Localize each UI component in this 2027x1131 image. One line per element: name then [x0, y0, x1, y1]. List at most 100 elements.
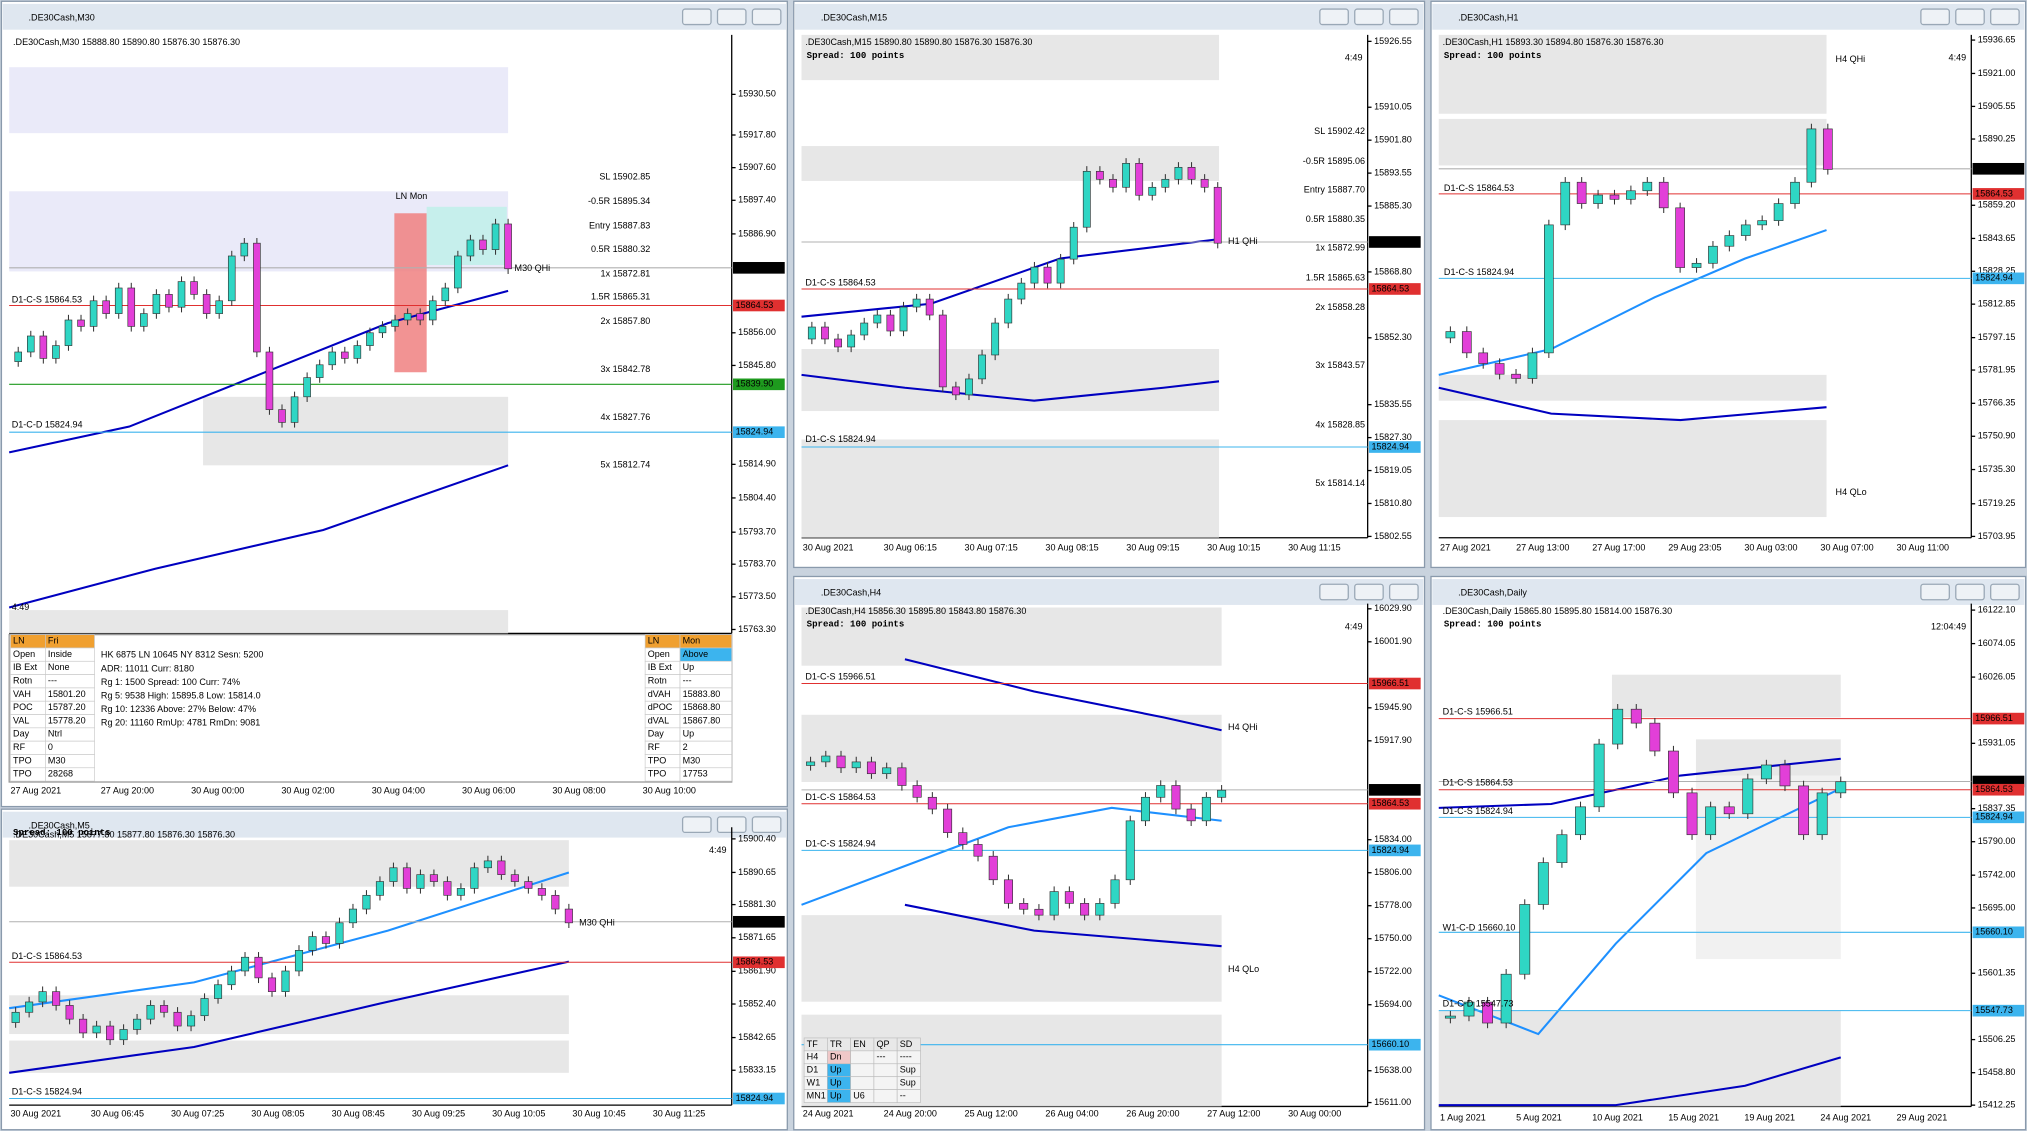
- price-box: [1972, 272, 2025, 285]
- window-button[interactable]: [1388, 8, 1419, 26]
- bar-timer: 4:49: [1949, 53, 1967, 63]
- candle: [1213, 186, 1222, 244]
- y-tick-label: 15827.30: [1374, 432, 1412, 442]
- price-box-label: 15824.94: [736, 427, 774, 437]
- candle: [1069, 226, 1078, 260]
- bar-timer: 4:49: [1345, 621, 1363, 631]
- level-annotation: LN Mon: [396, 191, 428, 201]
- candle: [1705, 806, 1717, 836]
- y-tick-label: 15859.20: [1978, 200, 2016, 210]
- y-tick-label: 15905.55: [1978, 101, 2016, 111]
- window-button[interactable]: [751, 816, 782, 834]
- bar-timer: 12:04:49: [1931, 621, 1966, 631]
- info-cell: [679, 767, 733, 782]
- x-tick-label: 19 Aug 2021: [1744, 1112, 1795, 1122]
- candle: [991, 322, 1000, 356]
- price-box: [733, 378, 785, 391]
- spread-label: Spread: 100 points: [1444, 619, 1542, 630]
- window-button[interactable]: [681, 816, 712, 834]
- candle: [321, 936, 331, 944]
- y-tick-label: 15601.35: [1978, 968, 2016, 978]
- info-text: 15883.80: [683, 689, 721, 699]
- x-tick-label: 30 Aug 06:15: [884, 542, 937, 552]
- candle: [965, 378, 973, 396]
- trend-cell: [873, 1063, 898, 1078]
- price-box: [1972, 775, 2025, 788]
- bar-timer: 4:49: [1345, 53, 1363, 63]
- info-text: Open: [13, 649, 35, 659]
- x-tick-label: 30 Aug 11:00: [1897, 542, 1950, 552]
- price-box: [733, 1092, 785, 1105]
- candle: [1110, 879, 1120, 904]
- zone: [1438, 420, 1827, 518]
- candle: [362, 894, 371, 910]
- price-box: [1972, 783, 2025, 796]
- info-text: None: [48, 662, 70, 672]
- window-button[interactable]: [1319, 583, 1349, 601]
- info-text: 17753: [683, 769, 708, 779]
- candle: [39, 335, 48, 359]
- y-tick-label: 15852.40: [738, 998, 776, 1008]
- window-button[interactable]: [1990, 8, 2020, 26]
- window-button[interactable]: [1920, 583, 1950, 601]
- window-button[interactable]: [1388, 583, 1419, 601]
- info-text: IB Ext: [648, 662, 673, 672]
- candle: [1494, 363, 1505, 375]
- y-tick-label: 15611.00: [1374, 1097, 1411, 1107]
- price-box-label: 15864.53: [1975, 188, 2013, 198]
- zone: [1438, 118, 1827, 166]
- window-button[interactable]: [1354, 583, 1384, 601]
- candle: [1017, 282, 1026, 300]
- chart-header: .DE30Cash,M15 15890.80 15890.80 15876.30…: [805, 37, 1032, 47]
- info-text: ---: [683, 675, 692, 685]
- candle: [64, 319, 73, 346]
- window-button[interactable]: [1990, 583, 2020, 601]
- window-button[interactable]: [716, 8, 747, 26]
- x-tick-label: 30 Aug 04:00: [372, 785, 425, 795]
- candle: [416, 874, 425, 889]
- x-tick-label: 27 Aug 20:00: [101, 785, 154, 795]
- level-annotation: 1x 15872.81: [601, 268, 651, 278]
- zone: [1438, 374, 1827, 401]
- candle: [943, 808, 953, 833]
- trend-value: Up: [830, 1090, 842, 1100]
- candle: [1461, 331, 1472, 354]
- info-text: Rotn: [648, 675, 667, 685]
- moving-average: [904, 658, 1222, 732]
- candle: [1790, 181, 1800, 204]
- x-tick-label: 30 Aug 02:00: [281, 785, 334, 795]
- trend-value: W1: [807, 1078, 821, 1088]
- level-annotation: 4x 15828.85: [1315, 420, 1365, 430]
- candle: [1186, 808, 1196, 822]
- window-button[interactable]: [681, 8, 712, 26]
- x-tick-label: 29 Aug 23:05: [1668, 542, 1721, 552]
- window-button[interactable]: [1955, 8, 1985, 26]
- spread-label: Spread: 100 points: [807, 619, 905, 630]
- window-button[interactable]: [1920, 8, 1950, 26]
- x-tick-label: 30 Aug 08:05: [251, 1109, 304, 1119]
- window-button[interactable]: [751, 8, 782, 26]
- y-tick-label: 15783.70: [738, 559, 776, 569]
- title-bar: [795, 3, 1424, 30]
- x-tick-label: 30 Aug 06:45: [91, 1109, 144, 1119]
- moving-average: [904, 903, 1222, 948]
- candle: [1463, 1001, 1475, 1017]
- title-bar: [2, 3, 787, 30]
- x-tick-label: 30 Aug 10:15: [1207, 542, 1260, 552]
- candle: [1095, 903, 1105, 916]
- y-tick-label: 15861.90: [738, 966, 776, 976]
- info-text: TPO: [13, 769, 32, 779]
- window-button[interactable]: [1955, 583, 1985, 601]
- candle: [441, 287, 450, 302]
- moving-average: [1438, 386, 1827, 422]
- candle: [102, 300, 110, 314]
- y-tick-label: 15843.65: [1978, 233, 2016, 243]
- zone: [9, 610, 509, 634]
- y-tick-label: 15719.25: [1978, 498, 2016, 508]
- window-button[interactable]: [1319, 8, 1349, 26]
- x-tick-label: 30 Aug 07:00: [1820, 542, 1873, 552]
- candle: [479, 239, 487, 250]
- window-button[interactable]: [1354, 8, 1384, 26]
- y-tick-label: 15750.90: [1978, 431, 2016, 441]
- price-box-label: 15864.53: [1372, 798, 1410, 808]
